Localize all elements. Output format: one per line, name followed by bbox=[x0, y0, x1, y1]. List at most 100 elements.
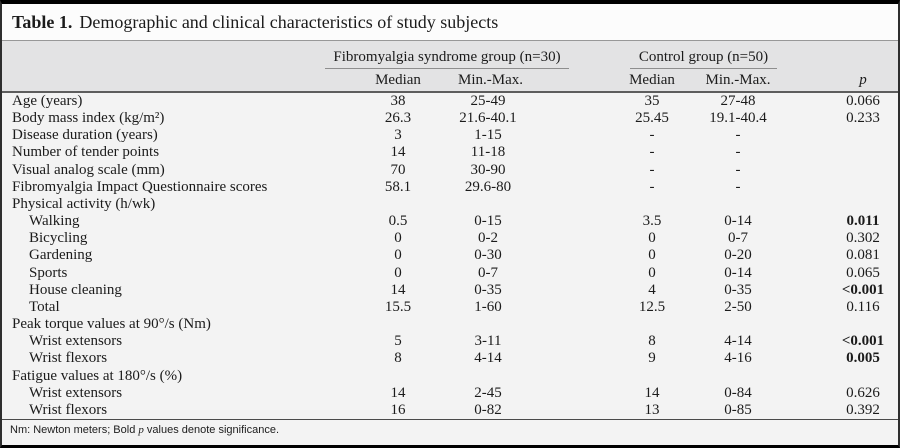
table-row: Fatigue values at 180°/s (%) bbox=[2, 368, 898, 385]
col-header-fms-minmax: Min.-Max. bbox=[458, 71, 523, 88]
cell-fms-minmax bbox=[458, 316, 518, 333]
cell-ctrl-minmax: 2-50 bbox=[724, 298, 752, 315]
table-row: Total 15.5 1-60 12.5 2-50 0.116 bbox=[2, 299, 898, 316]
table-row: Fibromyalgia Impact Questionnaire scores… bbox=[2, 179, 898, 196]
cell-ctrl-median bbox=[602, 316, 702, 333]
row-label: Age (years) bbox=[12, 93, 83, 109]
cell-ctrl-minmax: 0-85 bbox=[724, 401, 752, 418]
cell-ctrl-median: 0 bbox=[648, 264, 656, 281]
cell-ctrl-median: 0 bbox=[648, 230, 656, 247]
cell-fms-median: 14 bbox=[390, 144, 406, 161]
col-header-p-value: p bbox=[859, 71, 867, 88]
cell-ctrl-minmax: 0-14 bbox=[724, 213, 752, 230]
sub-header-row: Median Min.-Max. Median Min.-Max. p bbox=[2, 69, 898, 91]
table-title: Table 1. Demographic and clinical charac… bbox=[2, 4, 898, 41]
cell-fms-median: 8 bbox=[394, 350, 402, 367]
cell-ctrl-minmax: 0-20 bbox=[724, 247, 752, 264]
cell-ctrl-minmax: 4-16 bbox=[724, 350, 752, 367]
cell-ctrl-minmax: - bbox=[735, 144, 741, 161]
table-row: Wrist extensors 5 3-11 8 4-14 <0.001 bbox=[2, 333, 898, 350]
cell-fms-median: 3 bbox=[394, 127, 402, 144]
col-header-fms-median: Median bbox=[375, 71, 421, 88]
cell-ctrl-minmax bbox=[702, 368, 774, 385]
cell-p-value: <0.001 bbox=[841, 333, 885, 350]
cell-fms-minmax: 0-30 bbox=[474, 247, 502, 264]
row-label: House cleaning bbox=[29, 281, 122, 298]
cell-ctrl-median: - bbox=[649, 161, 655, 178]
table-row: Sports 0 0-7 0 0-14 0.065 bbox=[2, 265, 898, 282]
cell-p-value: 0.081 bbox=[846, 247, 880, 264]
cell-fms-minmax: 30-90 bbox=[470, 161, 506, 178]
cell-ctrl-median: 13 bbox=[644, 401, 660, 418]
cell-ctrl-minmax: 0-14 bbox=[724, 264, 752, 281]
table-row: Wrist flexors 8 4-14 9 4-16 0.005 bbox=[2, 350, 898, 367]
row-label: Sports bbox=[29, 264, 68, 281]
cell-p-value: 0.066 bbox=[846, 93, 880, 109]
cell-ctrl-median: - bbox=[649, 178, 655, 195]
cell-ctrl-minmax: 0-35 bbox=[724, 281, 752, 298]
row-label: Gardening bbox=[29, 247, 93, 264]
cell-ctrl-minmax: 19.1-40.4 bbox=[709, 110, 767, 127]
cell-fms-median: 70 bbox=[390, 161, 406, 178]
table-row: Gardening 0 0-30 0 0-20 0.081 bbox=[2, 247, 898, 264]
cell-ctrl-minmax: 4-14 bbox=[724, 333, 752, 350]
cell-p-value: <0.001 bbox=[841, 281, 885, 298]
row-label: Visual analog scale (mm) bbox=[12, 161, 165, 178]
footnote-p-italic: p bbox=[138, 424, 144, 436]
cell-ctrl-median: 3.5 bbox=[642, 213, 662, 230]
col-header-ctrl-median: Median bbox=[629, 71, 675, 88]
cell-fms-median: 0 bbox=[394, 264, 402, 281]
cell-p-value: 0.116 bbox=[846, 298, 880, 315]
row-label: Fatigue values at 180°/s (%) bbox=[12, 367, 183, 384]
cell-fms-minmax bbox=[458, 368, 518, 385]
table-row: House cleaning 14 0-35 4 0-35 <0.001 bbox=[2, 282, 898, 299]
footnote-suffix: values denote significance. bbox=[143, 424, 280, 436]
cell-p-value: 0.233 bbox=[846, 110, 880, 127]
cell-p-value bbox=[828, 162, 898, 179]
table-row: Age (years) 38 25-49 35 27-48 0.066 bbox=[2, 93, 898, 110]
cell-p-value bbox=[828, 316, 898, 333]
cell-ctrl-median: 12.5 bbox=[638, 298, 666, 315]
footnote-prefix: Nm: Newton meters; Bold bbox=[10, 424, 139, 436]
table-row: Body mass index (kg/m²) 26.3 21.6-40.1 2… bbox=[2, 110, 898, 127]
cell-ctrl-median: 0 bbox=[648, 247, 656, 264]
group-header-row: Fibromyalgia syndrome group (n=30) Contr… bbox=[2, 45, 898, 69]
cell-p-value bbox=[828, 196, 898, 213]
table-title-text: Demographic and clinical characteristics… bbox=[79, 11, 499, 32]
cell-fms-minmax: 0-15 bbox=[474, 213, 502, 230]
cell-ctrl-median: 4 bbox=[648, 281, 656, 298]
cell-p-value: 0.392 bbox=[846, 401, 880, 418]
cell-ctrl-minmax: 0-84 bbox=[724, 384, 752, 401]
cell-fms-minmax: 0-2 bbox=[478, 230, 498, 247]
cell-ctrl-median: - bbox=[649, 127, 655, 144]
row-label: Walking bbox=[29, 213, 80, 230]
row-label: Number of tender points bbox=[12, 144, 160, 161]
cell-ctrl-minmax bbox=[702, 316, 774, 333]
cell-ctrl-minmax: - bbox=[735, 178, 741, 195]
cell-ctrl-median: 35 bbox=[644, 93, 660, 109]
cell-fms-median bbox=[338, 316, 458, 333]
row-label: Physical activity (h/wk) bbox=[12, 195, 156, 212]
table-row: Walking 0.5 0-15 3.5 0-14 0.011 bbox=[2, 213, 898, 230]
row-label: Disease duration (years) bbox=[12, 127, 158, 144]
cell-ctrl-minmax: - bbox=[735, 127, 741, 144]
cell-p-value: 0.011 bbox=[846, 213, 880, 230]
row-label: Wrist flexors bbox=[29, 350, 108, 367]
table-row: Physical activity (h/wk) bbox=[2, 196, 898, 213]
cell-fms-minmax: 29.6-80 bbox=[464, 178, 512, 195]
cell-fms-median: 14 bbox=[390, 384, 406, 401]
row-label: Wrist flexors bbox=[29, 401, 108, 418]
table-number: Table 1. bbox=[12, 11, 73, 32]
table-row: Wrist extensors 14 2-45 14 0-84 0.626 bbox=[2, 385, 898, 402]
cell-fms-minmax: 21.6-40.1 bbox=[459, 110, 517, 127]
cell-p-value: 0.626 bbox=[846, 384, 880, 401]
cell-p-value: 0.302 bbox=[846, 230, 880, 247]
cell-fms-median: 0 bbox=[394, 247, 402, 264]
cell-fms-median: 15.5 bbox=[384, 298, 412, 315]
cell-fms-median: 38 bbox=[390, 93, 406, 109]
cell-ctrl-minmax: 0-7 bbox=[728, 230, 748, 247]
row-label: Wrist extensors bbox=[29, 333, 123, 350]
cell-ctrl-median: 9 bbox=[648, 350, 656, 367]
table-row: Peak torque values at 90°/s (Nm) bbox=[2, 316, 898, 333]
row-label: Body mass index (kg/m²) bbox=[12, 110, 165, 127]
